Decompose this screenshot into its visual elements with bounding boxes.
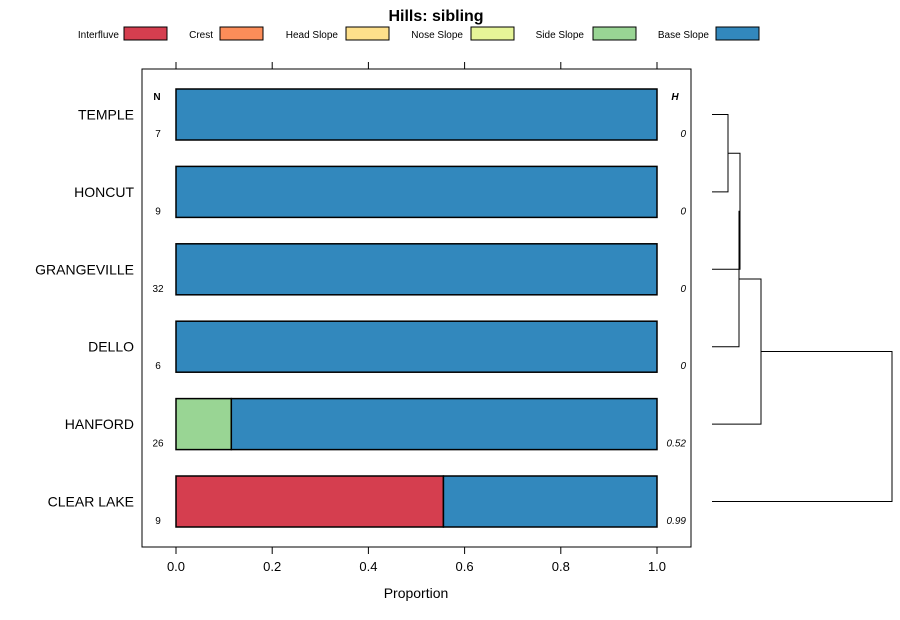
row-label: TEMPLE	[78, 107, 134, 123]
h-value: 0	[680, 129, 686, 140]
x-tick-label: 0.2	[263, 559, 281, 574]
legend-label-2: Crest	[189, 30, 213, 41]
legend-swatch-4	[470, 26, 515, 41]
row-label: CLEAR LAKE	[48, 494, 134, 510]
dendrogram-link	[712, 351, 893, 502]
bar-segment-interfluve	[175, 475, 445, 528]
row-1: TEMPLE 7 0	[78, 88, 686, 141]
dendrogram-link	[712, 152, 741, 270]
legend-swatch-2	[219, 26, 264, 41]
n-value: 26	[152, 439, 164, 450]
legend-swatch-1	[123, 26, 168, 41]
row-4: DELLO 6 0	[88, 320, 686, 373]
legend-swatch-6	[715, 26, 760, 41]
dendrogram-link	[712, 278, 762, 425]
legend-label-6: Base Slope	[658, 30, 710, 41]
dendrogram-link	[712, 210, 740, 348]
legend: Interfluve Crest Head Slope Nose Slope Side …	[78, 26, 760, 41]
legend-label-4: Nose Slope	[411, 30, 463, 41]
n-value: 9	[155, 516, 161, 527]
n-column-header: N	[153, 92, 160, 103]
row-label: DELLO	[88, 339, 134, 355]
x-tick-label: 0.0	[167, 559, 185, 574]
dendrogram-link	[712, 114, 729, 193]
legend-label-3: Head Slope	[286, 30, 339, 41]
bar-segment-base-slope	[175, 88, 658, 141]
row-3: GRANGEVILLE 32 0	[35, 243, 686, 296]
legend-label-5: Side Slope	[536, 30, 585, 41]
x-tick-label: 1.0	[648, 559, 666, 574]
row-label: GRANGEVILLE	[35, 261, 134, 277]
bar-rows: TEMPLE 7 0 HONCUT 9 0 GRANGEVILLE 32 0 DELLO 6 0 HAN…	[35, 88, 687, 528]
legend-swatch-3	[345, 26, 390, 41]
bar-segment-base-slope	[175, 320, 658, 373]
h-value: 0.52	[667, 439, 687, 450]
row-6: CLEAR LAKE 9 0.99	[48, 475, 687, 528]
n-value: 9	[155, 206, 161, 217]
plot-frame	[141, 68, 692, 548]
h-value: 0	[680, 284, 686, 295]
h-value: 0	[680, 206, 686, 217]
row-2: HONCUT 9 0	[74, 165, 686, 219]
h-column-header: H	[671, 92, 679, 103]
row-label: HANFORD	[65, 416, 134, 432]
legend-label-1: Interfluve	[78, 30, 120, 41]
bar-segment-base-slope	[230, 397, 658, 451]
n-value: 6	[155, 361, 161, 372]
n-value: 7	[155, 129, 161, 140]
x-tick-label: 0.4	[359, 559, 377, 574]
x-axis: 0.0 0.2 0.4 0.6 0.8 1.0	[167, 547, 666, 574]
row-label: HONCUT	[74, 184, 134, 200]
chart-title: Hills: sibling	[388, 8, 483, 25]
x-axis-title: Proportion	[384, 585, 449, 601]
h-value: 0.99	[667, 516, 687, 527]
bar-segment-base-slope	[175, 243, 658, 296]
dendrogram	[712, 114, 893, 502]
top-axis	[175, 62, 658, 69]
bar-segment-base-slope	[442, 475, 658, 528]
x-tick-label: 0.6	[456, 559, 474, 574]
n-value: 32	[152, 284, 164, 295]
row-5: HANFORD 26 0.52	[65, 397, 687, 451]
h-value: 0	[680, 361, 686, 372]
bar-segment-side-slope	[175, 397, 233, 451]
bar-segment-base-slope	[175, 165, 658, 219]
legend-swatch-5	[592, 26, 637, 41]
x-tick-label: 0.8	[552, 559, 570, 574]
